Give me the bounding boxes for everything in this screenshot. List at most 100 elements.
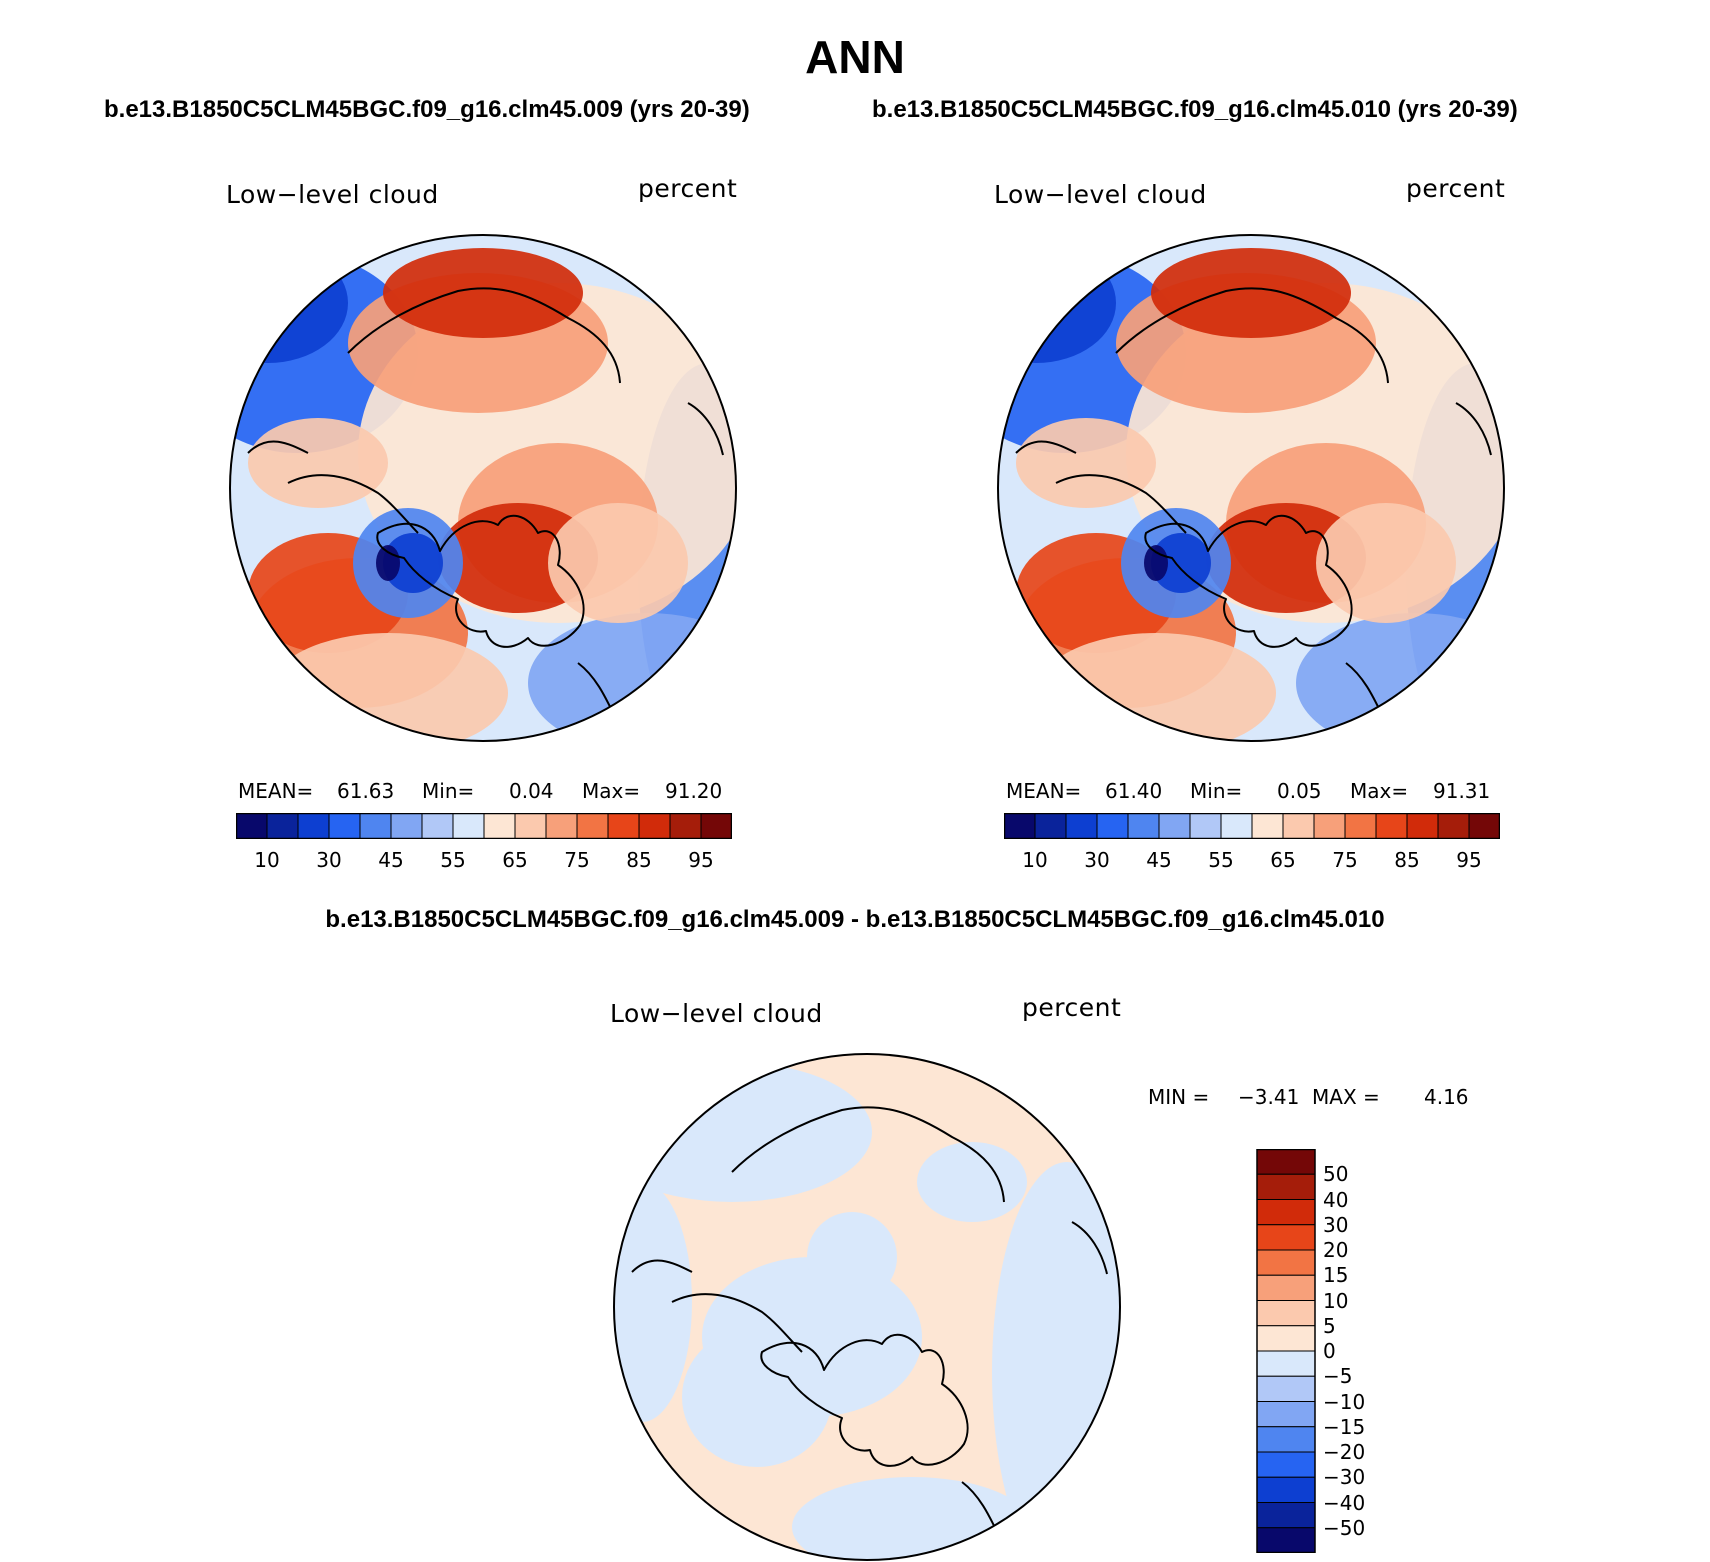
panel2-colorbar-swatch [1004, 813, 1036, 839]
case1-title: b.e13.B1850C5CLM45BGC.f09_g16.clm45.009 … [104, 96, 750, 123]
panel2-colorbar-swatch [1127, 813, 1160, 839]
diff-colorbar-swatch [1256, 1451, 1316, 1478]
panel1-colorbar-swatch [328, 813, 361, 839]
diff-colorbar-swatch [1256, 1375, 1316, 1402]
panel3-field [614, 1054, 1120, 1560]
panel2-max-label: Max= [1350, 779, 1409, 803]
panel2-colorbar-swatch [1034, 813, 1067, 839]
diff-colorbar-tick-label: −50 [1323, 1515, 1366, 1540]
panel2-colorbar-swatch [1313, 813, 1346, 839]
panel1-colorbar-swatch [421, 813, 454, 839]
panel1-colorbar-tick-label: 10 [254, 848, 280, 872]
panel3-pacific-negative-region [917, 1142, 1027, 1222]
panel3-max-label: MAX = [1312, 1085, 1380, 1109]
panel2-canada-moderate-region [1016, 418, 1156, 508]
panel1-colorbar-swatch [236, 813, 268, 839]
panel2-mean-value: 61.40 [1105, 779, 1163, 803]
panel2-colorbar-tick-label: 95 [1456, 848, 1482, 872]
diff-colorbar-tick-label: 50 [1323, 1162, 1349, 1187]
diff-colorbar-swatch [1256, 1527, 1316, 1553]
panel3-variable-label: Low−level cloud [610, 999, 823, 1028]
panel3-coastlines [631, 1106, 1108, 1543]
panel2-coastlines [1015, 287, 1492, 724]
panel3-colorbar-ticks: 50 40 30 20 15 10 5 0 −5 −10 −15 −20 −30 −40 −50 [1323, 1149, 1403, 1553]
panel3-west-negative-region [614, 1182, 692, 1422]
panel1-colorbar-swatch [700, 813, 732, 839]
panel2-polar-map [997, 234, 1505, 742]
diff-colorbar-swatch [1256, 1173, 1316, 1200]
panel2-colorbar-tick-label: 55 [1208, 848, 1234, 872]
panel3-min-label: MIN = [1148, 1085, 1210, 1109]
diff-colorbar-tick-label: −5 [1323, 1364, 1353, 1389]
panel2-colorbar-swatch [1220, 813, 1253, 839]
panel2-colorbar-swatch [1282, 813, 1315, 839]
panel1-siberia-moderate-region [548, 503, 688, 623]
panel1-colorbar-tick-label: 65 [502, 848, 528, 872]
diff-colorbar-swatch [1256, 1249, 1316, 1276]
diff-colorbar-tick-label: 20 [1323, 1238, 1349, 1262]
panel3-units-label: percent [1022, 993, 1122, 1022]
panel2-colorbar-swatch [1406, 813, 1439, 839]
panel1-mean-label: MEAN= [238, 779, 314, 803]
diff-colorbar-tick-label: −40 [1323, 1490, 1366, 1515]
panel2-colorbar-swatch [1251, 813, 1284, 839]
panel2-greenland-minimum-region [1144, 545, 1168, 581]
panel1-colorbar-swatch [638, 813, 671, 839]
diff-colorbar-tick-label: −15 [1323, 1414, 1366, 1439]
panel3-min-value: −3.41 [1238, 1085, 1300, 1109]
panel1-colorbar-swatch [390, 813, 423, 839]
panel2-colorbar-tick-label: 30 [1084, 848, 1110, 872]
panel3-max-value: 4.16 [1424, 1085, 1469, 1109]
panel3-difference-map [613, 1053, 1121, 1561]
diff-colorbar-tick-label: −20 [1323, 1440, 1366, 1464]
panel1-greenland-core-low-cloud-region [383, 533, 443, 593]
panel1-colorbar-tick-label: 30 [316, 848, 342, 872]
panel1-canada-moderate-region [248, 418, 388, 508]
panel3-colorbar [1256, 1149, 1316, 1553]
panel1-colorbar-swatch [452, 813, 485, 839]
diff-colorbar-tick-label: 0 [1323, 1339, 1336, 1363]
panel1-colorbar-swatch [359, 813, 392, 839]
diff-colorbar-swatch [1256, 1224, 1316, 1251]
panel1-colorbar-swatch [545, 813, 578, 839]
diff-colorbar-swatch [1256, 1300, 1316, 1327]
panel1-colorbar-swatch [297, 813, 330, 839]
panel2-north-low-cloud-region [998, 243, 1116, 363]
panel2-min-label: Min= [1190, 779, 1243, 803]
panel2-variable-label: Low−level cloud [994, 180, 1207, 209]
panel1-min-label: Min= [422, 779, 475, 803]
panel1-colorbar [236, 813, 732, 839]
panel2-map-border [997, 234, 1505, 742]
figure-title: ANN [805, 31, 905, 83]
panel1-southeast-low-cloud-region [528, 613, 736, 741]
diff-colorbar-swatch [1256, 1199, 1316, 1226]
diff-colorbar-swatch [1256, 1476, 1316, 1503]
panel1-colorbar-tick-label: 45 [378, 848, 404, 872]
panel1-colorbar-tick-label: 85 [626, 848, 652, 872]
panel2-mean-label: MEAN= [1006, 779, 1082, 803]
panel2-colorbar [1004, 813, 1500, 839]
panel1-coastlines [247, 287, 724, 724]
panel2-colorbar-swatch [1158, 813, 1191, 839]
panel2-colorbar-swatch [1189, 813, 1222, 839]
panel2-field [998, 235, 1504, 741]
diff-colorbar-tick-label: −10 [1323, 1389, 1366, 1414]
panel2-colorbar-swatch [1344, 813, 1377, 839]
panel2-siberia-moderate-region [1316, 503, 1456, 623]
panel2-units-label: percent [1406, 174, 1506, 203]
panel2-greenland-core-low-cloud-region [1151, 533, 1211, 593]
panel2-colorbar-tick-label: 45 [1146, 848, 1172, 872]
difference-title: b.e13.B1850C5CLM45BGC.f09_g16.clm45.009 … [325, 906, 1385, 933]
panel1-colorbar-swatch [669, 813, 702, 839]
panel2-min-value: 0.05 [1277, 779, 1322, 803]
panel1-polar-map [229, 234, 737, 742]
panel1-colorbar-swatch [607, 813, 640, 839]
panel2-colorbar-swatch [1096, 813, 1129, 839]
panel2-colorbar-swatch [1375, 813, 1408, 839]
panel1-bering-high-cloud-region [383, 248, 583, 338]
panel2-bering-high-cloud-region [1151, 248, 1351, 338]
panel1-colorbar-ticks: 10 30 45 55 65 75 85 95 [236, 848, 732, 874]
diff-colorbar-tick-label: 10 [1323, 1288, 1349, 1313]
panel1-colorbar-swatch [576, 813, 609, 839]
panel1-colorbar-tick-label: 75 [564, 848, 590, 872]
